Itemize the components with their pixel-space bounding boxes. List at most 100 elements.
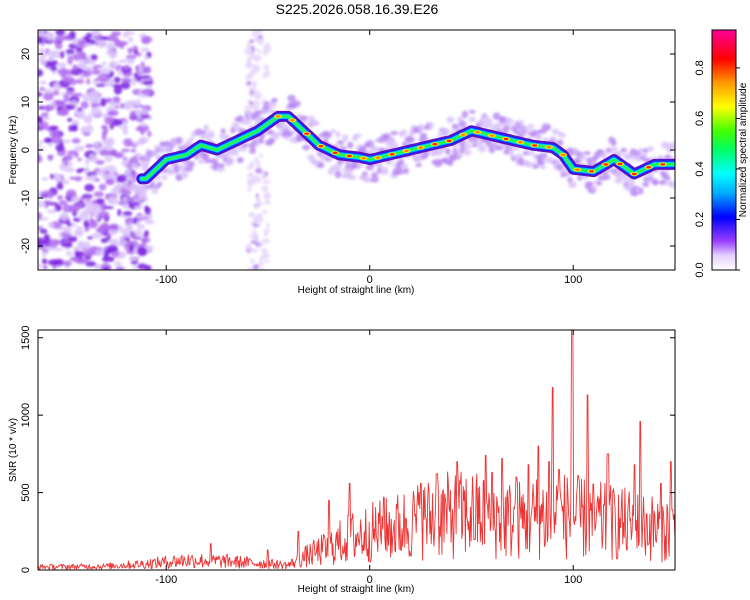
noise-blob bbox=[246, 57, 252, 64]
noise-blob bbox=[52, 90, 60, 96]
ridge-halo bbox=[614, 177, 624, 184]
noise-blob bbox=[124, 231, 131, 238]
noise-blob bbox=[132, 141, 144, 146]
noise-blob bbox=[255, 193, 259, 198]
ridge-halo bbox=[347, 141, 354, 149]
noise-blob bbox=[67, 117, 73, 122]
snr-x-tick-label: -100 bbox=[155, 574, 177, 586]
noise-layer bbox=[38, 30, 675, 270]
ridge-halo bbox=[312, 120, 320, 127]
ridge-halo bbox=[427, 121, 434, 130]
noise-blob bbox=[76, 225, 83, 235]
noise-blob bbox=[41, 112, 49, 118]
ridge-halo bbox=[173, 164, 181, 173]
noise-blob bbox=[247, 266, 252, 270]
noise-blob bbox=[55, 143, 65, 152]
noise-blob bbox=[38, 105, 47, 110]
noise-blob bbox=[81, 194, 93, 199]
ridge-halo bbox=[468, 109, 476, 114]
ridge-halo bbox=[175, 136, 183, 145]
ridge-halo bbox=[495, 122, 504, 128]
spectrogram-x-tick-label: 0 bbox=[367, 274, 373, 286]
noise-blob bbox=[85, 143, 94, 149]
ridge-halo bbox=[151, 187, 159, 195]
ridge-halo bbox=[274, 132, 280, 140]
ridge-halo bbox=[475, 141, 484, 147]
noise-blob bbox=[264, 253, 270, 258]
noise-blob bbox=[111, 119, 123, 127]
noise-blob bbox=[262, 72, 271, 77]
colorbar: 0.0 0.2 0.4 0.6 0.8 Normalized spectral ampl… bbox=[694, 29, 749, 278]
noise-blob bbox=[100, 237, 109, 243]
noise-blob bbox=[72, 92, 83, 98]
colorbar-scale bbox=[711, 29, 737, 271]
noise-blob bbox=[250, 258, 255, 265]
noise-blob bbox=[102, 126, 109, 135]
ridge-halo bbox=[342, 134, 349, 142]
figure-title: S225.2026.058.16.39.E26 bbox=[276, 1, 439, 17]
ridge-halo bbox=[451, 123, 459, 130]
noise-blob bbox=[140, 89, 153, 95]
ridge-halo bbox=[131, 155, 139, 163]
noise-blob bbox=[251, 232, 259, 241]
noise-blob bbox=[39, 30, 45, 37]
ridge-halo bbox=[585, 181, 594, 186]
ridge-halo bbox=[634, 154, 643, 162]
noise-blob bbox=[245, 62, 252, 69]
ridge-halo bbox=[446, 116, 455, 124]
ridge-halo bbox=[468, 116, 476, 123]
ridge-halo bbox=[642, 148, 649, 153]
ridge-halo bbox=[642, 181, 650, 188]
ridge-halo bbox=[149, 181, 155, 187]
noise-blob bbox=[38, 92, 43, 97]
ridge-halo bbox=[602, 174, 611, 181]
noise-blob bbox=[264, 200, 271, 205]
noise-blob bbox=[123, 138, 133, 143]
noise-blob bbox=[39, 194, 50, 198]
ridge-halo bbox=[156, 181, 163, 187]
noise-blob bbox=[95, 83, 106, 87]
ridge-halo bbox=[600, 152, 608, 159]
ridge-halo bbox=[152, 150, 158, 156]
ridge-halo bbox=[197, 159, 205, 164]
noise-blob bbox=[95, 159, 105, 165]
ridge-halo bbox=[202, 152, 210, 161]
ridge-halo bbox=[317, 162, 325, 169]
noise-blob bbox=[55, 30, 66, 36]
ridge-halo bbox=[457, 116, 464, 122]
noise-blob bbox=[261, 175, 268, 180]
ridge-halo bbox=[557, 139, 564, 146]
noise-blob bbox=[48, 125, 59, 131]
noise-blob bbox=[65, 251, 74, 257]
ridge-halo bbox=[441, 127, 450, 135]
ridge-halo bbox=[611, 139, 617, 147]
ridge-halo bbox=[398, 168, 405, 175]
ridge-halo bbox=[284, 131, 294, 137]
noise-blob bbox=[141, 238, 147, 245]
noise-blob bbox=[103, 250, 110, 258]
noise-blob bbox=[118, 239, 128, 246]
noise-blob bbox=[41, 251, 47, 257]
noise-blob bbox=[89, 153, 96, 162]
noise-blob bbox=[98, 183, 107, 191]
noise-blob bbox=[86, 78, 91, 85]
noise-blob bbox=[262, 179, 271, 185]
noise-blob bbox=[105, 178, 115, 186]
noise-blob bbox=[64, 154, 73, 161]
noise-blob bbox=[80, 126, 89, 133]
noise-blob bbox=[254, 156, 259, 164]
noise-blob bbox=[136, 118, 144, 122]
noise-blob bbox=[255, 104, 260, 111]
noise-blob bbox=[262, 238, 270, 244]
noise-blob bbox=[42, 61, 47, 66]
colorbar-label: Normalized spectral amplitude bbox=[738, 82, 749, 217]
noise-blob bbox=[109, 172, 117, 180]
noise-blob bbox=[38, 36, 44, 44]
ridge-halo bbox=[463, 149, 472, 156]
noise-blob bbox=[55, 43, 63, 50]
noise-blob bbox=[53, 39, 59, 45]
ridge-halo bbox=[518, 119, 524, 126]
noise-blob bbox=[63, 94, 70, 103]
ridge-halo bbox=[128, 184, 137, 190]
